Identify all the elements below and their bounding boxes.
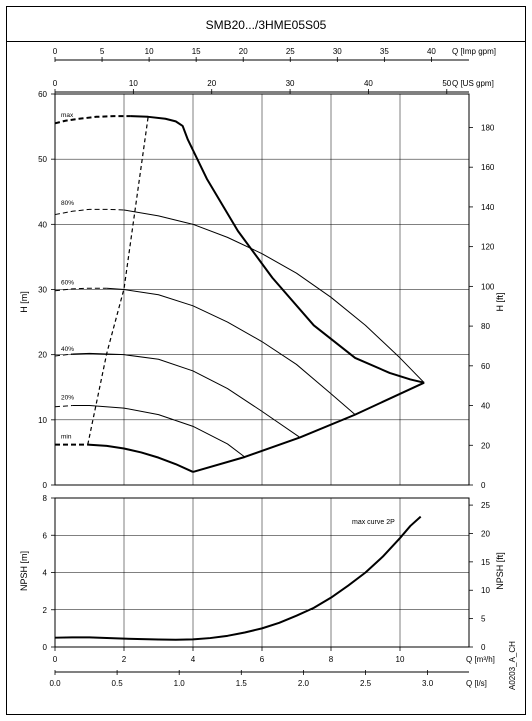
top-axis-tick-label: 10	[129, 79, 138, 88]
top-axis-tick-label: 20	[207, 79, 216, 88]
npsh-grid	[54, 497, 470, 648]
npsh-right-tick-label: 0	[481, 643, 486, 652]
npsh-left-tick-label: 4	[43, 569, 48, 578]
npsh-chart: 0 2 4 6 8 0 5 10 15 20 25 NPSH [m] NPSH [ft] max c…	[19, 494, 505, 652]
head-left-tick-label: 0	[43, 481, 48, 490]
head-right-tick-label: 140	[481, 203, 495, 212]
head-ticks: 0 10 20 30 40 50 60 0 20 40 60 80 100 120 140 160 180	[38, 90, 495, 490]
head-series-80%-dashed	[54, 208, 125, 216]
head-series-min-operating-limit	[192, 381, 425, 473]
head-right-tick-label: 100	[481, 282, 495, 291]
npsh-left-tick-label: 2	[43, 606, 48, 615]
head-series-min	[87, 443, 194, 473]
bottom-axis-tick-label: 10	[396, 655, 405, 664]
head-curve-label: 80%	[61, 200, 74, 207]
head-series-max	[130, 115, 425, 384]
top-axis-tick-label: 30	[286, 79, 295, 88]
head-left-tick-label: 20	[38, 351, 47, 360]
npsh-series-max-curve-2P	[54, 515, 422, 641]
npsh-left-tick-label: 6	[43, 531, 48, 540]
top-axis-tick-label: 40	[364, 79, 373, 88]
npsh-right-tick-label: 15	[481, 558, 490, 567]
top-axis-tick-label: 30	[333, 47, 342, 56]
head-curve-label: min	[61, 434, 72, 441]
top-axis-tick-label: 35	[380, 47, 389, 56]
npsh-left-tick-label: 0	[43, 643, 48, 652]
head-right-tick-label: 160	[481, 163, 495, 172]
head-right-tick-label: 120	[481, 243, 495, 252]
bottom-axis-tick-label: 8	[329, 655, 334, 664]
top-axis-label: Q [US gpm]	[452, 79, 494, 88]
head-left-tick-label: 10	[38, 416, 47, 425]
head-left-tick-label: 30	[38, 286, 47, 295]
head-right-tick-label: 80	[481, 322, 490, 331]
head-series-max-dashed	[54, 115, 131, 125]
head-series-40%	[72, 352, 301, 438]
npsh-y-axis-label: NPSH [m]	[19, 551, 29, 591]
head-y-axis-label: H [m]	[19, 291, 29, 313]
head-chart: max 80% 60% 40% 20% min 0 10 20 30 40 50 60 0 20 40 60 8…	[19, 90, 505, 490]
head-series-60%	[106, 287, 356, 415]
head-curve-label: max	[61, 112, 74, 119]
head-series-40%-dashed	[54, 353, 73, 357]
head-curve-label: 40%	[61, 346, 74, 353]
head-curve-label: 60%	[61, 279, 74, 286]
chart-title: SMB20.../3HME05S05	[206, 18, 327, 32]
ls-axis-tick-label: 2.0	[298, 679, 310, 688]
head-left-tick-label: 50	[38, 155, 47, 164]
head-grid	[54, 93, 470, 486]
top-axis-tick-label: 10	[145, 47, 154, 56]
head-right-tick-label: 0	[481, 481, 486, 490]
bottom-axis-tick-label: 0	[53, 655, 58, 664]
head-y2-axis-label: H [ft]	[495, 292, 505, 311]
bottom-axis-label: Q [m³/h]	[466, 655, 495, 664]
npsh-right-tick-label: 20	[481, 529, 490, 538]
head-right-tick-label: 60	[481, 362, 490, 371]
npsh-y2-axis-label: NPSH [ft]	[495, 552, 505, 590]
ls-axis-tick-label: 3.0	[422, 679, 434, 688]
npsh-right-tick-label: 5	[481, 615, 486, 624]
head-series: max 80% 60% 40% 20% min	[54, 112, 425, 473]
head-left-tick-label: 40	[38, 220, 47, 229]
bottom-axis-tick-label: 4	[191, 655, 196, 664]
sheet-border	[6, 6, 526, 715]
top-axis-tick-label: 15	[192, 47, 201, 56]
bottom-axis-tick-label: 6	[260, 655, 265, 664]
npsh-right-tick-label: 10	[481, 586, 490, 595]
ls-axis-tick-label: 1.0	[174, 679, 186, 688]
ls-axis-label: Q [l/s]	[466, 679, 487, 688]
head-left-tick-label: 60	[38, 90, 47, 99]
top-axis-tick-label: 20	[239, 47, 248, 56]
head-series-20%	[72, 404, 246, 458]
npsh-ticks: 0 2 4 6 8 0 5 10 15 20 25	[43, 494, 491, 652]
npsh-curve-annotation: max curve 2P	[352, 519, 395, 526]
npsh-left-tick-label: 8	[43, 494, 48, 503]
top-axis-tick-label: 40	[427, 47, 436, 56]
ls-axis-tick-label: 0.0	[49, 679, 61, 688]
head-series-80%	[123, 209, 425, 384]
top-axis-tick-label: 5	[100, 47, 105, 56]
top-axis-tick-label: 0	[53, 79, 58, 88]
top-axis-label: Q [Imp gpm]	[452, 47, 496, 56]
bottom-axis-tick-label: 2	[122, 655, 127, 664]
top-axis-tick-label: 50	[442, 79, 451, 88]
head-series-20%-dashed	[54, 404, 73, 408]
npsh-right-tick-label: 25	[481, 501, 490, 510]
top-axis-tick-label: 0	[53, 47, 58, 56]
ls-axis-tick-label: 1.5	[236, 679, 248, 688]
ls-axis-tick-label: 2.5	[360, 679, 372, 688]
head-series-range-boundary	[87, 116, 149, 445]
head-curve-label: 20%	[61, 395, 74, 402]
npsh-series	[54, 515, 422, 641]
top-axis-tick-label: 25	[286, 47, 295, 56]
bottom-flow-axes: 0 2 4 6 8 10 Q [m³/h] 0.0 0.5 1.0 1.5 2.0 2.5 3.0 Q [l…	[49, 647, 495, 688]
head-series-60%-dashed	[54, 287, 107, 292]
ls-axis-tick-label: 0.5	[112, 679, 124, 688]
head-right-tick-label: 20	[481, 441, 490, 450]
head-right-tick-label: 180	[481, 123, 495, 132]
top-flow-axes: 0 5 10 15 20 25 30 35 40 Q [Imp gpm] 0 10 20 30 40 50 Q …	[53, 47, 496, 94]
head-right-tick-label: 40	[481, 402, 490, 411]
document-code: A0203_A_CH	[508, 641, 517, 690]
